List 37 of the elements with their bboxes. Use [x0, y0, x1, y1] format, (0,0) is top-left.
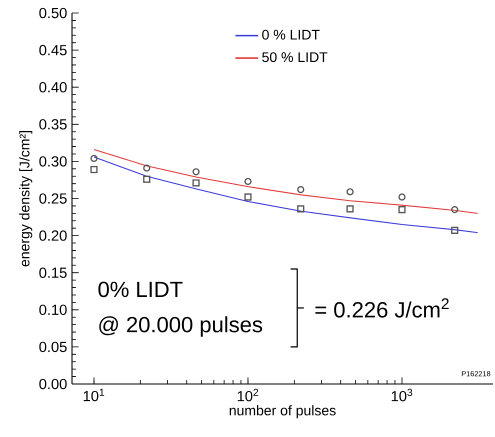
point [244, 178, 252, 186]
point [398, 193, 406, 201]
x-tick-label: 10$^{1}$ [84, 388, 104, 402]
y-tick-label: 0.35 [39, 119, 67, 130]
y-tick-label: 0.30 [39, 156, 67, 167]
y-tick-label: 0.25 [39, 193, 67, 204]
point [451, 206, 458, 214]
y-tick-label: 0.00 [39, 378, 67, 390]
point [297, 186, 304, 194]
legend-label: 0 % LIDT [262, 30, 320, 40]
y-tick-label: 0.50 [39, 8, 67, 18]
point [90, 166, 98, 174]
point [346, 205, 354, 212]
point [346, 188, 354, 196]
legend-label: 50 % LIDT [262, 52, 328, 62]
point [192, 179, 200, 187]
point [143, 164, 150, 172]
point [192, 168, 200, 176]
x-tick-label: 10$^{3}$ [392, 388, 412, 402]
point [398, 206, 406, 214]
y-axis-title: energy density [J/cm²] [19, 131, 32, 266]
y-tick-label: 0.45 [39, 44, 67, 56]
annotation: = 0.226 J/cm$^{2}$ [315, 298, 449, 318]
annotation: 0% LIDT [98, 282, 183, 298]
point [451, 226, 458, 234]
y-tick-label: 0.15 [39, 268, 67, 278]
annotation: @ 20.000 pulses [99, 316, 262, 337]
x-tick-label: 10$^{2}$ [238, 388, 258, 402]
point [143, 176, 150, 183]
point [244, 193, 252, 201]
point [90, 154, 98, 162]
x-axis-title: number of pulses [230, 405, 336, 418]
y-tick-label: 0.40 [39, 82, 67, 92]
y-tick-label: 0.10 [39, 304, 67, 315]
y-tick-label: 0.20 [39, 230, 67, 241]
point [297, 205, 304, 212]
y-tick-label: 0.05 [39, 342, 67, 352]
